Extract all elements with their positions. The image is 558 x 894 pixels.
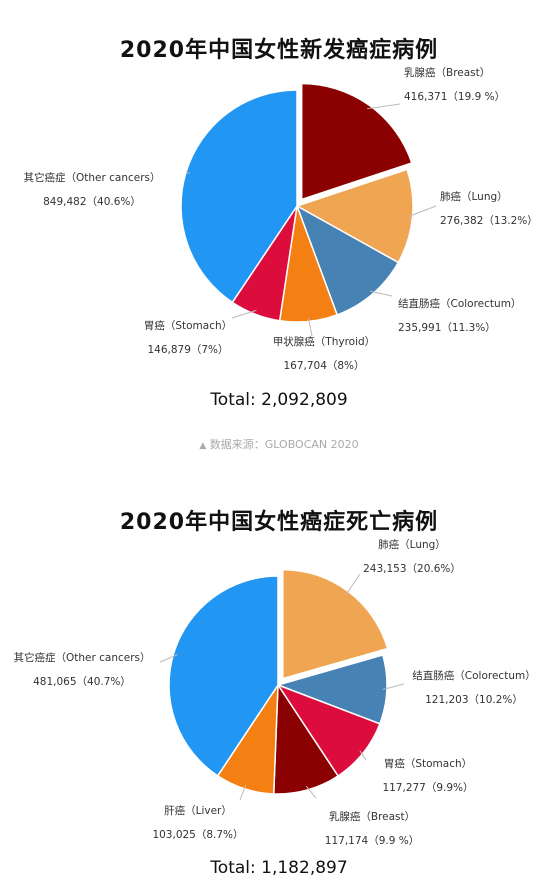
slice-label: 结直肠癌（Colorectum） <box>412 669 535 682</box>
leader-line <box>369 290 393 297</box>
leader-line <box>239 784 247 801</box>
leader-line <box>231 309 257 319</box>
leader-line <box>359 750 367 761</box>
source-note: ▲ 数据来源：GLOBOCAN 2020 <box>0 436 558 452</box>
slice-label: 胃癌（Stomach） <box>144 319 232 332</box>
slice-label: 胃癌（Stomach） <box>384 757 472 770</box>
slice-value-label: 849,482（40.6%） <box>43 196 141 208</box>
slice-value-label: 276,382（13.2%） <box>440 215 538 227</box>
total-deaths: Total: 1,182,897 <box>210 858 348 878</box>
leader-line <box>185 171 191 174</box>
leader-line <box>367 103 401 110</box>
slice-label: 肝癌（Liver） <box>164 804 232 817</box>
slice-value-label: 103,025（8.7%） <box>152 829 243 841</box>
slice-label: 甲状腺癌（Thyroid） <box>273 335 375 348</box>
slice-value-label: 235,991（11.3%） <box>398 322 496 334</box>
pie-slice <box>300 82 413 201</box>
pie-chart-deaths: 肺癌（Lung） 243,153（20.6%） 结直肠癌（Colorectum） 12… <box>13 538 535 847</box>
leader-line <box>307 317 313 337</box>
slice-label: 肺癌（Lung） <box>440 190 508 203</box>
slice-value-label: 117,277（9.9%） <box>382 782 473 794</box>
slice-value-label: 117,174（9.9 %） <box>325 835 419 847</box>
slice-value-label: 167,704（8%） <box>283 360 364 372</box>
slice-label: 乳腺癌（Breast） <box>329 810 415 823</box>
pie-chart-new-cases: 乳腺癌（Breast） 416,371（19.9 %） 肺癌（Lung） 276,38… <box>23 66 538 372</box>
leader-line <box>159 654 178 663</box>
chart-title-deaths: 2020年中国女性癌症死亡病例 <box>119 510 439 535</box>
triangle-up-icon: ▲ <box>199 441 207 451</box>
chart-title-new-cases: 2020年中国女性新发癌症病例 <box>119 38 439 63</box>
leader-line <box>382 683 405 690</box>
leader-line <box>305 785 317 799</box>
total-new-cases: Total: 2,092,809 <box>210 390 348 410</box>
pie-slice <box>275 654 388 725</box>
slice-value-label: 416,371（19.9 %） <box>404 91 505 103</box>
slice-label: 肺癌（Lung） <box>378 538 446 551</box>
pie-slice <box>295 168 414 264</box>
slice-value-label: 121,203（10.2%） <box>425 694 523 706</box>
slice-value-label: 243,153（20.6%） <box>363 563 461 575</box>
pie-slice <box>295 204 400 316</box>
slice-value-label: 146,879（7%） <box>147 344 228 356</box>
slice-label: 其它癌症（Other cancers） <box>13 651 150 664</box>
slice-label: 乳腺癌（Breast） <box>404 66 490 79</box>
leader-line <box>408 205 437 217</box>
leader-line <box>345 573 361 596</box>
pie-slice <box>168 575 279 777</box>
slice-value-label: 481,065（40.7%） <box>33 676 131 688</box>
slice-label: 结直肠癌（Colorectum） <box>398 297 521 310</box>
slice-label: 其它癌症（Other cancers） <box>23 171 160 184</box>
source-text: 数据来源：GLOBOCAN 2020 <box>209 438 359 451</box>
